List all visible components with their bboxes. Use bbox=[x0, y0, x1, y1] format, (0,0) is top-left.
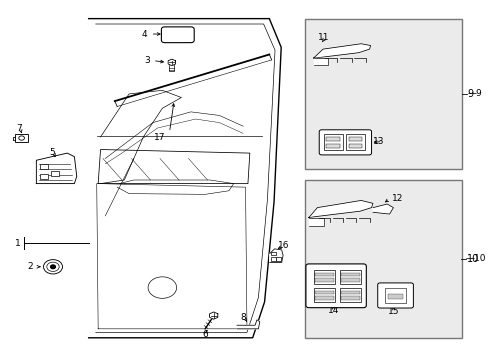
Bar bbox=[325, 137, 339, 140]
Text: 9: 9 bbox=[467, 89, 473, 99]
Polygon shape bbox=[313, 44, 370, 58]
Bar bbox=[314, 278, 333, 282]
Bar bbox=[346, 134, 365, 150]
Text: —9: —9 bbox=[467, 89, 481, 98]
Bar bbox=[341, 278, 359, 282]
Bar bbox=[40, 164, 48, 169]
Text: 1: 1 bbox=[15, 239, 20, 248]
Polygon shape bbox=[269, 249, 283, 262]
Polygon shape bbox=[168, 59, 175, 66]
Text: 14: 14 bbox=[327, 306, 339, 315]
FancyBboxPatch shape bbox=[377, 283, 412, 308]
Bar bbox=[276, 257, 281, 261]
Bar bbox=[384, 288, 405, 303]
Bar bbox=[348, 144, 361, 148]
Polygon shape bbox=[372, 204, 393, 214]
Bar bbox=[270, 252, 275, 255]
Text: 11: 11 bbox=[318, 33, 329, 42]
Text: 3: 3 bbox=[143, 56, 149, 65]
Bar bbox=[314, 296, 333, 300]
Bar bbox=[348, 137, 361, 140]
Bar bbox=[341, 291, 359, 294]
Text: 5: 5 bbox=[49, 148, 55, 157]
Text: 12: 12 bbox=[391, 194, 402, 203]
Polygon shape bbox=[88, 19, 281, 338]
Bar bbox=[314, 291, 333, 294]
FancyBboxPatch shape bbox=[319, 130, 371, 155]
Polygon shape bbox=[237, 320, 259, 329]
Text: 16: 16 bbox=[277, 241, 289, 250]
Bar bbox=[305, 19, 461, 169]
Polygon shape bbox=[36, 153, 77, 184]
Polygon shape bbox=[313, 58, 327, 65]
Text: —10: —10 bbox=[465, 255, 485, 264]
Text: 2: 2 bbox=[27, 262, 33, 271]
Circle shape bbox=[51, 265, 55, 269]
FancyBboxPatch shape bbox=[161, 27, 194, 42]
Bar bbox=[325, 144, 339, 148]
Text: 8: 8 bbox=[240, 313, 245, 322]
Text: 17: 17 bbox=[154, 133, 165, 142]
Text: 4: 4 bbox=[141, 30, 147, 39]
Polygon shape bbox=[308, 201, 372, 218]
Text: 13: 13 bbox=[373, 137, 384, 146]
FancyBboxPatch shape bbox=[305, 264, 366, 308]
Bar bbox=[40, 174, 48, 179]
Bar bbox=[313, 288, 334, 302]
Bar bbox=[169, 62, 174, 71]
Polygon shape bbox=[209, 312, 217, 319]
Bar bbox=[305, 180, 461, 338]
Polygon shape bbox=[308, 218, 324, 226]
Text: 10: 10 bbox=[466, 254, 478, 264]
Text: 6: 6 bbox=[202, 330, 207, 339]
Bar bbox=[341, 296, 359, 300]
Bar bbox=[313, 270, 334, 284]
Bar bbox=[339, 270, 360, 284]
Bar bbox=[51, 171, 59, 176]
Bar bbox=[270, 257, 275, 261]
Bar bbox=[339, 288, 360, 302]
Text: 7: 7 bbox=[16, 124, 21, 133]
Bar bbox=[324, 134, 342, 150]
Bar bbox=[341, 273, 359, 276]
Bar bbox=[15, 134, 28, 142]
Bar bbox=[314, 273, 333, 276]
Text: 15: 15 bbox=[387, 307, 398, 316]
Bar bbox=[387, 294, 403, 299]
